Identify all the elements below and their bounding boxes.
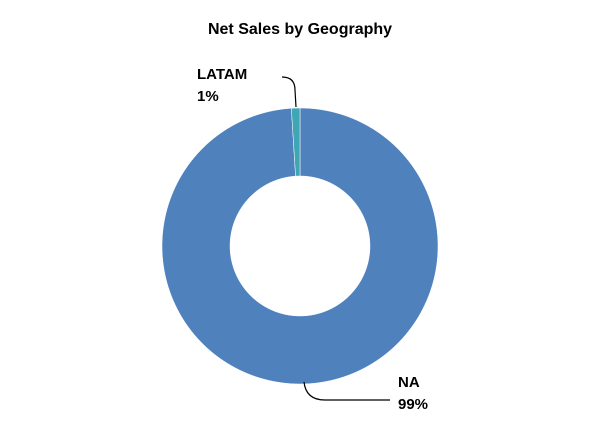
slice-value-label: 99% xyxy=(398,396,428,413)
slice-category-label: NA xyxy=(398,374,420,391)
donut-slice xyxy=(291,107,301,177)
donut-slice xyxy=(161,107,439,385)
chart-title: Net Sales by Geography xyxy=(208,21,392,38)
leader-line xyxy=(281,76,297,108)
slice-category-label: LATAM xyxy=(197,66,247,83)
slice-value-label: 1% xyxy=(197,88,219,105)
leader-line xyxy=(303,381,390,401)
